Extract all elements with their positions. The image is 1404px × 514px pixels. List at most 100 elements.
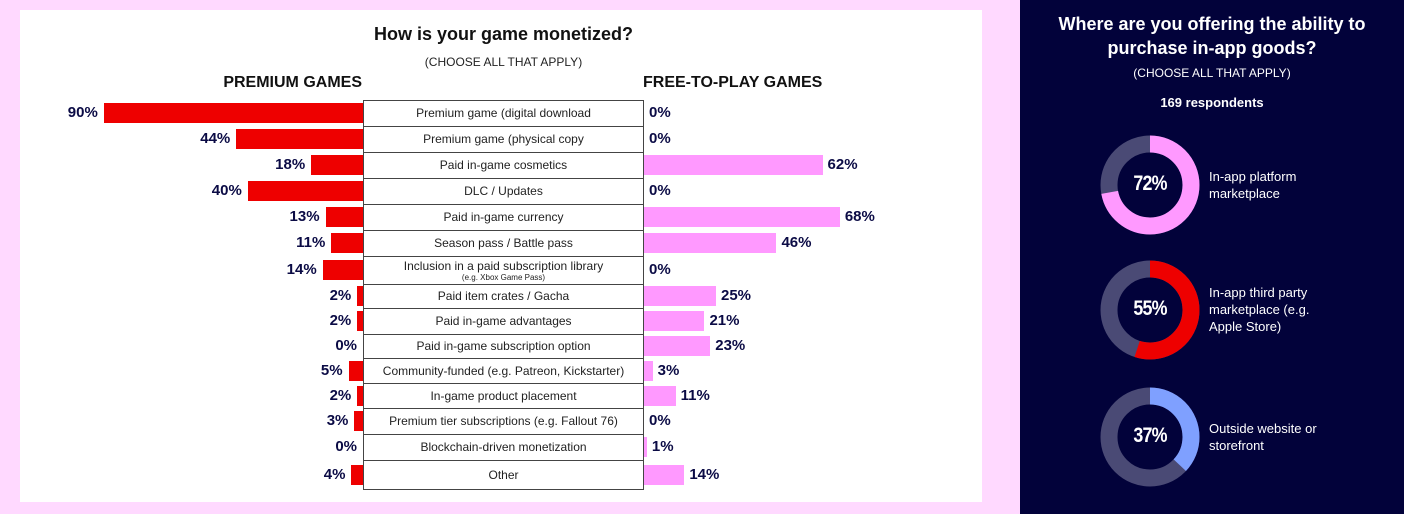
category-label: DLC / Updates: [363, 178, 644, 205]
f2p-bar: [644, 286, 716, 306]
premium-bar: [354, 411, 363, 431]
category-text: Blockchain-driven monetization: [420, 440, 587, 454]
f2p-value-label: 23%: [715, 337, 746, 354]
chart-subtitle: (CHOOSE ALL THAT APPLY): [424, 55, 583, 69]
f2p-header: FREE-TO-PLAY GAMES: [643, 74, 823, 91]
f2p-value-label: 0%: [649, 412, 671, 429]
premium-value-label: 4%: [323, 465, 346, 483]
f2p-value-label: 1%: [651, 438, 674, 455]
premium-value-label: 5%: [320, 361, 343, 379]
donut-label: In-app platform marketplace: [1209, 169, 1297, 201]
premium-header: PREMIUM GAMES: [223, 74, 362, 91]
f2p-bar: [644, 336, 711, 356]
category-label: In-game product placement: [363, 383, 644, 409]
category-text: Inclusion in a paid subscription library: [403, 258, 604, 273]
respondents: 169 respondents: [1160, 95, 1264, 110]
category-label: Paid in-game cosmetics: [363, 152, 644, 179]
donut-percent: 72%: [1133, 172, 1167, 195]
f2p-bar: [644, 311, 705, 331]
f2p-bar: [644, 385, 676, 406]
premium-bar: [236, 129, 363, 149]
donut-percent: 37%: [1133, 424, 1167, 447]
donut-chart: [1100, 387, 1200, 487]
premium-bar: [103, 103, 363, 123]
premium-bar: [357, 385, 363, 406]
premium-bar: [325, 207, 363, 227]
category-text: Paid item crates / Gacha: [437, 289, 570, 303]
premium-bar: [322, 260, 363, 280]
premium-value-label: 11%: [296, 234, 326, 251]
f2p-value-label: 21%: [709, 312, 740, 329]
f2p-value-label: 46%: [781, 234, 812, 251]
f2p-value-label: 68%: [844, 208, 875, 225]
f2p-bar: [644, 233, 777, 253]
premium-bar: [351, 464, 363, 485]
f2p-bar: [644, 464, 685, 485]
category-text: Season pass / Battle pass: [434, 236, 573, 250]
donut-chart: [1100, 260, 1200, 360]
category-label: Premium game (physical copy: [363, 126, 644, 153]
donut-arc: [1100, 260, 1200, 360]
premium-value-label: 18%: [275, 156, 306, 173]
f2p-value-label: 62%: [827, 156, 858, 173]
chart-title: How is your game monetized?: [373, 24, 634, 44]
category-text: Paid in-game advantages: [435, 314, 572, 328]
premium-value-label: 0%: [335, 438, 357, 455]
category-text: Premium tier subscriptions (e.g. Fallout…: [389, 414, 618, 428]
category-text: Premium game (physical copy: [423, 132, 584, 146]
f2p-bar: [644, 155, 823, 175]
f2p-value-label: 0%: [649, 130, 671, 147]
premium-bar: [331, 233, 363, 253]
in-app-panel: Where are you offering the ability to pu…: [1020, 0, 1404, 514]
category-label: Season pass / Battle pass: [363, 230, 644, 257]
premium-bar: [357, 286, 363, 306]
premium-value-label: 13%: [289, 208, 320, 225]
category-text: Community-funded (e.g. Patreon, Kickstar…: [382, 363, 625, 378]
donut-subtitle: (CHOOSE ALL THAT APPLY): [1133, 66, 1291, 80]
f2p-value-label: 3%: [657, 361, 680, 379]
category-label: Blockchain-driven monetization: [363, 434, 644, 461]
premium-value-label: 90%: [67, 104, 98, 121]
premium-value-label: 0%: [335, 337, 357, 354]
donut-label: In-app third party marketplace (e.g. App…: [1209, 285, 1310, 334]
category-label: Paid in-game currency: [363, 204, 644, 231]
premium-value-label: 44%: [200, 130, 231, 147]
f2p-value-label: 0%: [649, 261, 671, 278]
category-text: Premium game (digital download: [416, 106, 591, 120]
f2p-value-label: 0%: [649, 182, 671, 199]
premium-value-label: 3%: [326, 412, 349, 429]
category-label: Premium tier subscriptions (e.g. Fallout…: [363, 408, 644, 435]
premium-bar: [311, 155, 363, 175]
premium-value-label: 2%: [329, 312, 352, 329]
category-text: Other: [488, 467, 519, 482]
f2p-value-label: 11%: [680, 386, 710, 404]
premium-value-label: 40%: [211, 182, 242, 199]
category-text: Paid in-game subscription option: [416, 339, 591, 353]
premium-value-label: 2%: [329, 386, 352, 404]
f2p-bar: [644, 207, 840, 227]
category-text: Paid in-game cosmetics: [439, 158, 568, 172]
f2p-bar: [644, 360, 653, 381]
premium-bar: [348, 360, 363, 381]
category-text: Paid in-game currency: [443, 210, 564, 224]
category-label: Paid in-game subscription option: [363, 334, 644, 359]
category-note: (e.g. Xbox Game Pass): [461, 272, 546, 282]
premium-bar: [357, 311, 363, 331]
donut-label: Outside website or storefront: [1209, 421, 1317, 453]
donut-arc: [1100, 135, 1200, 235]
f2p-value-label: 0%: [649, 104, 671, 121]
category-text: DLC / Updates: [464, 184, 543, 198]
donut-title: Where are you offering the ability to pu…: [1058, 14, 1366, 58]
category-label: Other: [363, 460, 644, 490]
category-text: In-game product placement: [430, 388, 577, 403]
category-label: Paid in-game advantages: [363, 308, 644, 335]
category-label: Inclusion in a paid subscription library…: [363, 256, 644, 285]
premium-value-label: 14%: [286, 261, 317, 278]
donut-chart: [1100, 135, 1200, 235]
f2p-value-label: 25%: [721, 287, 752, 304]
donut-arc: [1100, 387, 1200, 487]
donut-percent: 55%: [1133, 297, 1167, 320]
category-label: Premium game (digital download: [363, 100, 644, 127]
premium-value-label: 2%: [329, 287, 352, 304]
category-label: Paid item crates / Gacha: [363, 284, 644, 309]
